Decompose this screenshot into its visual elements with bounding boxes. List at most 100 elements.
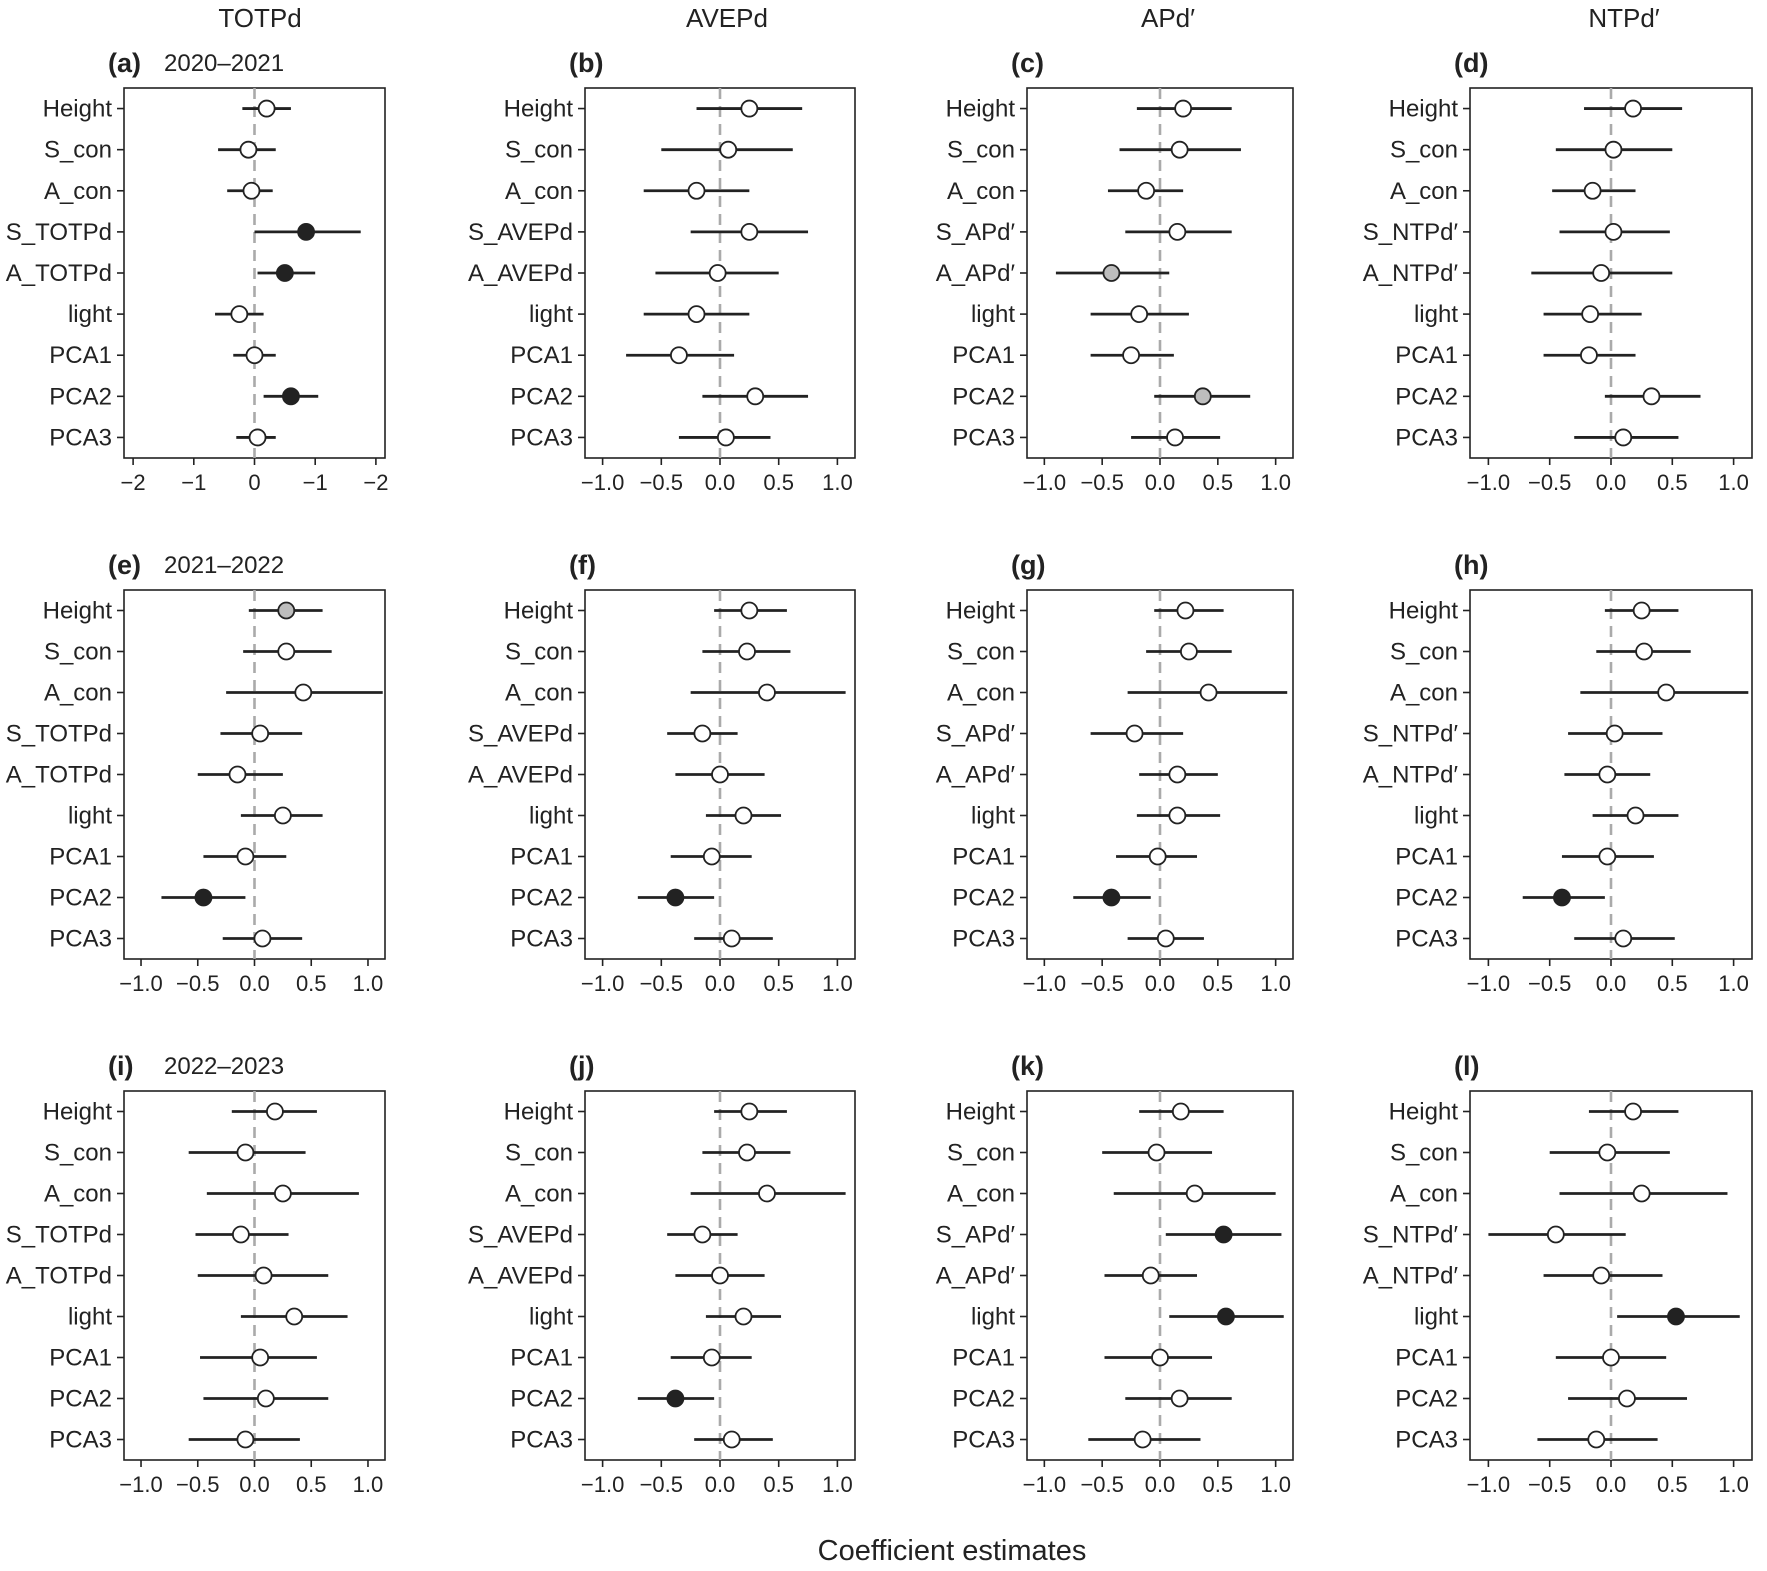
category-label: A_con (505, 1181, 573, 1208)
x-tick-label: 0.5 (1657, 470, 1688, 495)
category-label: PCA3 (49, 926, 112, 953)
estimate-point (1171, 1102, 1190, 1121)
estimate-point (711, 765, 729, 784)
estimate-point (740, 99, 759, 118)
category-label: PCA2 (49, 383, 112, 410)
category-label: light (529, 1304, 573, 1331)
x-tick-label: −1 (181, 470, 206, 495)
panel-e: (e) 2021–2022 −1.0 −0.5 0.0 0.5 1.0 Height S_con… (6, 550, 386, 996)
category-label: light (68, 1304, 112, 1331)
category-label: PCA3 (952, 424, 1015, 451)
estimate-point (266, 1102, 284, 1121)
x-tick-label: 0.5 (1203, 1472, 1234, 1497)
estimate-point (693, 724, 712, 743)
category-label: Height (43, 96, 113, 123)
x-tick-label: 0.5 (763, 470, 794, 495)
estimate-point (1592, 1266, 1611, 1285)
estimate-point (236, 847, 255, 866)
estimate-point (1632, 601, 1651, 620)
category-label: S_AVEPd (468, 219, 573, 246)
category-label: S_AVEPd (468, 721, 573, 748)
x-tick-label: 1.0 (1260, 971, 1291, 996)
category-label: S_TOTPd (6, 721, 112, 748)
category-label: S_con (505, 1140, 573, 1167)
category-label: S_con (505, 639, 573, 666)
x-tick-label: 1.0 (1718, 971, 1749, 996)
estimate-point (1598, 1143, 1617, 1162)
estimate-point (1583, 181, 1602, 200)
estimate-point (251, 724, 270, 743)
category-label: Height (504, 1099, 574, 1126)
category-label: A_TOTPd (6, 1263, 112, 1290)
x-tick-label: −0.5 (1080, 470, 1123, 495)
x-tick-label: −0.5 (1080, 971, 1123, 996)
category-label: PCA3 (1395, 424, 1458, 451)
category-label: S_AVEPd (468, 1222, 573, 1249)
estimate-point (275, 264, 294, 282)
category-label: A_con (44, 1181, 112, 1208)
panel-d: (d) −1.0 −0.5 0.0 0.5 1.0 Height S_con A_con S_NT… (1363, 48, 1753, 495)
estimate-point (1166, 428, 1184, 447)
estimate-point (693, 1225, 712, 1244)
x-tick-label: −1.0 (581, 1472, 624, 1497)
panel-tag: (l) (1454, 1051, 1479, 1081)
estimate-point (1174, 99, 1193, 118)
category-label: A_con (44, 178, 112, 205)
category-label: PCA3 (510, 1427, 573, 1454)
column-title-totpd: TOTPd (218, 3, 301, 33)
estimate-point (1168, 765, 1187, 784)
panel-year-label: 2020–2021 (164, 50, 284, 77)
x-tick-label: 0.0 (705, 1472, 736, 1497)
x-tick-label: 0.0 (1596, 971, 1627, 996)
panel-tag: (e) (108, 550, 141, 580)
estimate-point (1199, 683, 1218, 702)
x-tick-label: 0.0 (239, 971, 270, 996)
category-label: PCA3 (952, 926, 1015, 953)
category-label: PCA1 (510, 342, 573, 369)
category-label: PCA3 (49, 424, 112, 451)
estimate-point (708, 264, 727, 282)
estimate-point (1602, 1348, 1620, 1367)
x-tick-label: 0.5 (763, 1472, 794, 1497)
estimate-point (253, 929, 272, 948)
category-label: PCA2 (952, 885, 1015, 912)
category-label: PCA1 (510, 1345, 573, 1372)
category-label: S_NTPd′ (1363, 1222, 1459, 1249)
panel-g: (g) −1.0 −0.5 0.0 0.5 1.0 Height S_con A_con S_AP… (936, 550, 1294, 996)
estimate-point (687, 181, 706, 200)
estimate-point (722, 929, 741, 948)
column-title-ntpd: NTPd′ (1588, 3, 1659, 33)
estimate-point (1133, 1430, 1152, 1449)
x-tick-label: −2 (121, 470, 146, 495)
category-label: S_con (44, 639, 112, 666)
x-tick-label: −1 (303, 470, 328, 495)
estimate-point (236, 1143, 255, 1162)
category-label: S_con (505, 137, 573, 164)
panel-year-label: 2022–2023 (164, 1053, 284, 1080)
category-label: PCA1 (49, 1345, 112, 1372)
x-tick-label: 0.5 (1657, 1472, 1688, 1497)
category-label: PCA2 (510, 1386, 573, 1413)
x-tick-label: 0.5 (296, 1472, 327, 1497)
estimate-point (758, 1184, 776, 1203)
category-label: A_APd′ (936, 260, 1016, 287)
x-tick-label: 0.5 (1203, 470, 1234, 495)
estimate-point (734, 806, 753, 825)
estimate-point (277, 601, 296, 620)
category-label: S_APd′ (936, 219, 1016, 246)
estimate-point (1170, 1389, 1189, 1408)
category-label: S_con (947, 137, 1015, 164)
estimate-point (1580, 346, 1598, 365)
estimate-point (1635, 642, 1654, 661)
category-label: S_con (44, 137, 112, 164)
x-tick-label: 0.0 (1145, 470, 1176, 495)
category-label: A_TOTPd (6, 260, 112, 287)
x-tick-label: 0.5 (1203, 971, 1234, 996)
category-label: S_con (947, 639, 1015, 666)
estimate-point (1170, 140, 1189, 159)
panel-k: (k) −1.0 −0.5 0.0 0.5 1.0 Height S_con A_con S_AP… (936, 1051, 1294, 1497)
panel-tag: (i) (108, 1051, 133, 1081)
estimate-point (740, 1102, 759, 1121)
estimate-point (1618, 1389, 1636, 1408)
category-label: Height (946, 598, 1016, 625)
